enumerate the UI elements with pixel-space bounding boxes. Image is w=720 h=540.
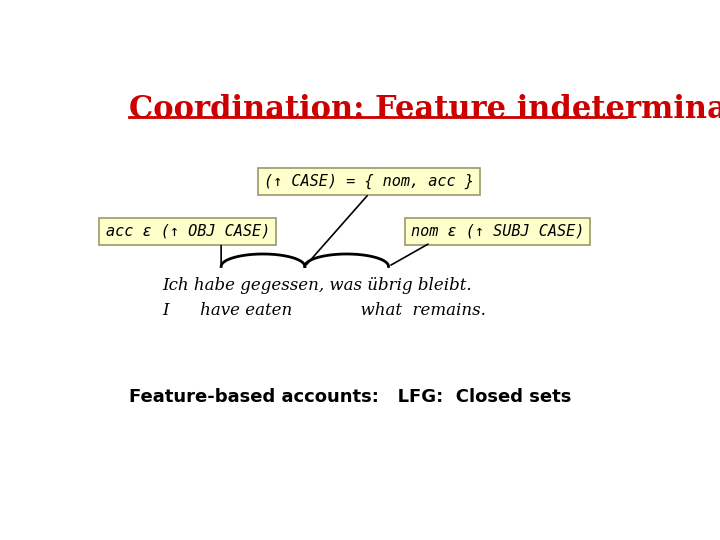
Text: Feature-based accounts:   LFG:  Closed sets: Feature-based accounts: LFG: Closed sets	[129, 388, 572, 407]
Text: Coordination: Feature indeterminacy: Coordination: Feature indeterminacy	[129, 94, 720, 125]
Text: nom ε (↑ SUBJ CASE): nom ε (↑ SUBJ CASE)	[410, 224, 584, 239]
Text: I      have eaten             what  remains.: I have eaten what remains.	[163, 302, 487, 319]
Text: Ich habe gegessen, was übrig bleibt.: Ich habe gegessen, was übrig bleibt.	[163, 276, 472, 294]
Text: (↑ CASE) = { nom, acc }: (↑ CASE) = { nom, acc }	[264, 174, 474, 189]
Text: acc ε (↑ OBJ CASE): acc ε (↑ OBJ CASE)	[106, 224, 270, 239]
